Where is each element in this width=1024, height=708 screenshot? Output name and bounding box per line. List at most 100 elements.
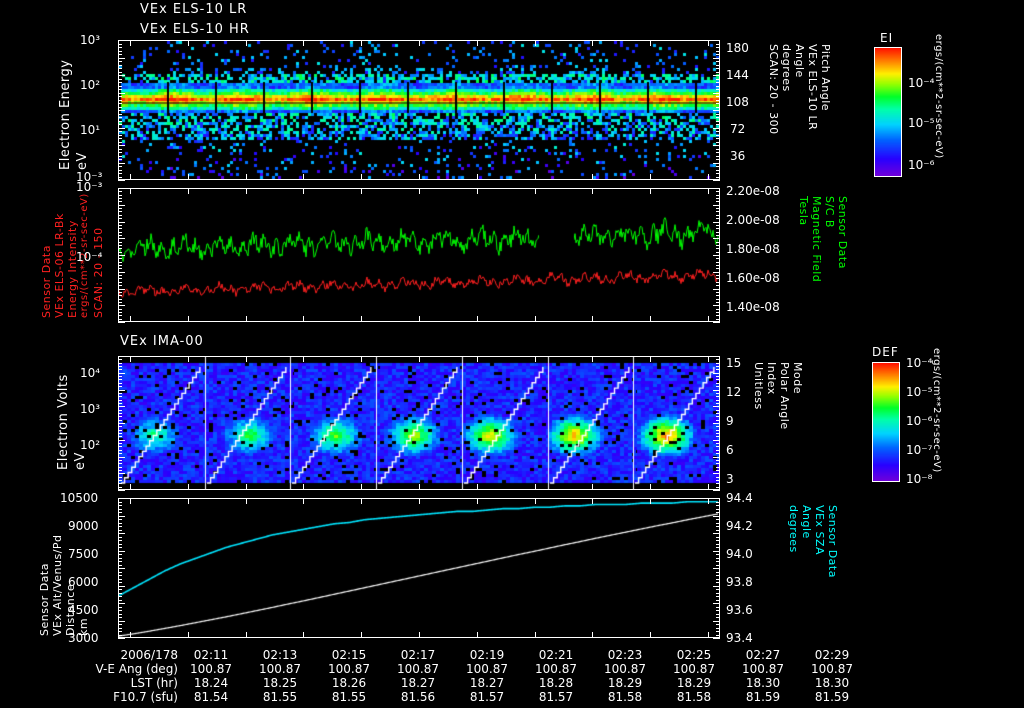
table-cell: 18.27 xyxy=(400,676,436,690)
panel4-rtick-5: 93.4 xyxy=(726,631,753,645)
axis-tick xyxy=(716,302,720,303)
axis-tick xyxy=(118,440,125,441)
axis-tick xyxy=(118,470,122,471)
axis-tick xyxy=(716,624,720,625)
axis-tick xyxy=(716,124,720,125)
panel3-ytick-2: 10² xyxy=(80,438,101,452)
axis-tick xyxy=(716,430,720,431)
table-row-label-0: 2006/178 xyxy=(120,648,179,662)
table-row-label-1: V-E Ang (deg) xyxy=(95,662,178,676)
table-cell: 02:27 xyxy=(745,648,781,662)
axis-tick xyxy=(118,68,122,69)
axis-tick xyxy=(118,480,122,481)
axis-tick xyxy=(118,359,122,360)
axis-tick xyxy=(716,225,720,226)
table-cell: 100.87 xyxy=(466,662,508,676)
axis-tick xyxy=(477,484,478,490)
axis-tick xyxy=(716,480,720,481)
panel3-rtick-2: 9 xyxy=(726,414,734,428)
axis-tick xyxy=(713,551,720,552)
colorbar1-tick-2: 10⁻⁶ xyxy=(908,158,935,172)
axis-tick xyxy=(118,152,122,153)
axis-tick xyxy=(477,498,478,504)
axis-tick xyxy=(716,635,720,636)
axis-tick xyxy=(118,593,122,594)
axis-tick xyxy=(535,316,536,322)
axis-tick xyxy=(716,410,720,411)
axis-tick xyxy=(118,403,122,404)
axis-tick xyxy=(118,446,122,447)
axis-tick xyxy=(477,188,478,194)
table-cell: 02:29 xyxy=(814,648,850,662)
axis-tick xyxy=(303,316,304,322)
table-cell: 02:25 xyxy=(676,648,712,662)
axis-tick xyxy=(477,356,478,362)
axis-tick xyxy=(118,149,122,150)
axis-tick xyxy=(650,316,651,322)
axis-tick xyxy=(713,255,720,256)
axis-tick xyxy=(118,131,122,132)
table-cell: 81.54 xyxy=(193,690,229,704)
axis-tick xyxy=(118,502,122,503)
axis-tick xyxy=(716,89,720,90)
axis-tick xyxy=(716,195,720,196)
axis-tick xyxy=(118,89,122,90)
panel3-rtick-4: 3 xyxy=(726,472,734,486)
axis-tick xyxy=(118,416,122,417)
axis-tick xyxy=(716,312,720,313)
axis-tick xyxy=(118,621,125,622)
axis-tick xyxy=(713,406,720,407)
axis-tick xyxy=(535,188,536,194)
axis-tick xyxy=(708,498,709,504)
axis-tick xyxy=(713,238,720,239)
axis-tick xyxy=(118,624,122,625)
axis-tick xyxy=(118,211,122,212)
axis-tick xyxy=(716,393,720,394)
axis-tick xyxy=(118,252,122,253)
axis-tick xyxy=(716,285,720,286)
axis-tick xyxy=(118,519,122,520)
axis-tick xyxy=(713,356,720,357)
table-cell: 18.28 xyxy=(538,676,574,690)
axis-tick xyxy=(118,82,122,83)
axis-tick xyxy=(535,484,536,490)
axis-tick xyxy=(713,586,720,587)
panel4-rtick-4: 93.6 xyxy=(726,603,753,617)
axis-tick xyxy=(246,40,247,46)
axis-tick xyxy=(716,265,720,266)
axis-tick xyxy=(118,135,122,136)
colorbar1-gradient xyxy=(874,47,902,177)
axis-tick xyxy=(118,319,122,320)
axis-tick xyxy=(713,222,720,223)
axis-tick xyxy=(246,356,247,362)
axis-tick xyxy=(118,526,122,527)
axis-tick xyxy=(118,544,122,545)
axis-tick xyxy=(477,40,478,46)
axis-tick xyxy=(303,632,304,638)
table-cell: 81.58 xyxy=(607,690,643,704)
axis-tick xyxy=(713,128,720,129)
axis-tick xyxy=(118,390,125,391)
axis-tick xyxy=(118,238,125,239)
axis-tick xyxy=(118,530,122,531)
table-cell: 02:23 xyxy=(607,648,643,662)
axis-tick xyxy=(118,292,122,293)
axis-tick xyxy=(716,275,720,276)
axis-tick xyxy=(716,103,720,104)
axis-tick xyxy=(130,498,131,504)
axis-tick xyxy=(716,530,720,531)
axis-tick xyxy=(477,632,478,638)
colorbar1-tick-0: 10⁻⁴ xyxy=(908,76,935,90)
axis-tick xyxy=(716,319,720,320)
panel1-title-1: VEx ELS-10 LR xyxy=(140,2,248,17)
axis-tick xyxy=(118,483,122,484)
axis-tick xyxy=(118,610,122,611)
axis-tick xyxy=(716,523,720,524)
axis-tick xyxy=(118,533,125,534)
axis-tick xyxy=(118,410,122,411)
axis-tick xyxy=(361,484,362,490)
axis-tick xyxy=(303,498,304,504)
axis-tick xyxy=(716,487,720,488)
ima-spectrogram-image xyxy=(119,357,719,489)
axis-tick xyxy=(716,467,720,468)
